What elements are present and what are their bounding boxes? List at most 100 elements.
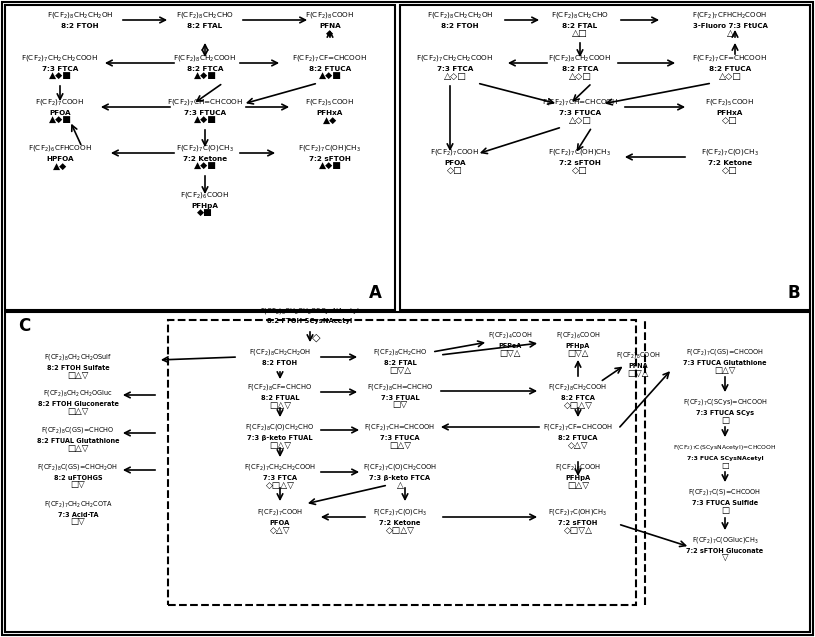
Text: □: □ — [721, 461, 729, 470]
Text: 7:3 FTCA: 7:3 FTCA — [437, 66, 474, 72]
Text: ◇□: ◇□ — [722, 116, 738, 125]
Text: ◇: ◇ — [312, 333, 320, 343]
Text: PFHpA: PFHpA — [192, 203, 218, 209]
Text: F(CF$_2$)$_8$CH$_2$COOH: F(CF$_2$)$_8$CH$_2$COOH — [174, 53, 236, 63]
Text: 8:2 FTUAL: 8:2 FTUAL — [261, 395, 299, 401]
Text: △◇□: △◇□ — [443, 72, 466, 81]
Text: ◇□△▽: ◇□△▽ — [385, 526, 415, 535]
Text: F(CF$_2$)$_8$C(GS)=CHCHO: F(CF$_2$)$_8$C(GS)=CHCHO — [42, 425, 115, 435]
Text: F(CF$_2$)$_7$CH=CHCOOH: F(CF$_2$)$_7$CH=CHCOOH — [542, 97, 619, 107]
Text: 8:2 FTAL: 8:2 FTAL — [187, 23, 222, 29]
Text: F(CF$_2$)$_7$C(SCysNAcetyl)=CHCOOH: F(CF$_2$)$_7$C(SCysNAcetyl)=CHCOOH — [673, 443, 777, 452]
Text: △□: △□ — [572, 29, 588, 38]
Text: F(CF$_2$)$_8$CF=CHCHO: F(CF$_2$)$_8$CF=CHCHO — [248, 382, 312, 392]
Text: ▽: ▽ — [722, 554, 729, 563]
Text: F(CF$_2$)$_4$COOH: F(CF$_2$)$_4$COOH — [488, 330, 532, 340]
Text: PFHpA: PFHpA — [566, 343, 590, 349]
Text: □▽△: □▽△ — [567, 349, 588, 358]
Text: □▽: □▽ — [71, 481, 86, 490]
Text: □△▽: □△▽ — [68, 444, 89, 453]
Text: 8:2 FTAL: 8:2 FTAL — [562, 23, 597, 29]
Text: ◇△▽: ◇△▽ — [568, 441, 588, 450]
Text: △: △ — [726, 29, 734, 38]
Text: ▲◆■: ▲◆■ — [193, 72, 217, 81]
Text: F(CF$_2$)$_7$C(OH)CH$_3$: F(CF$_2$)$_7$C(OH)CH$_3$ — [548, 507, 607, 517]
Text: □△▽: □△▽ — [567, 481, 589, 490]
Text: F(CF$_2$)$_7$C(O)CH$_3$: F(CF$_2$)$_7$C(O)CH$_3$ — [373, 507, 427, 517]
Text: F(CF$_2$)$_7$C(OH)CH$_3$: F(CF$_2$)$_7$C(OH)CH$_3$ — [298, 143, 362, 153]
Text: F(CF$_2$)$_7$CH=CHCOOH: F(CF$_2$)$_7$CH=CHCOOH — [364, 422, 436, 432]
Text: 8:2 FTOH: 8:2 FTOH — [61, 23, 99, 29]
Text: F(CF$_2$)$_6$COOH: F(CF$_2$)$_6$COOH — [556, 330, 600, 340]
Text: F(CF$_2$)$_8$CH$_2$CH$_2$OH: F(CF$_2$)$_8$CH$_2$CH$_2$OH — [427, 10, 493, 20]
Text: 7:2 sFTOH: 7:2 sFTOH — [558, 520, 597, 526]
Text: △◇□: △◇□ — [569, 116, 592, 125]
Text: ▲◆■: ▲◆■ — [319, 72, 341, 81]
Text: 8:2 FTOH SCysNAcetyl: 8:2 FTOH SCysNAcetyl — [267, 318, 353, 324]
Text: F(CF$_2$)$_7$C(O)CH$_3$: F(CF$_2$)$_7$C(O)CH$_3$ — [701, 147, 759, 157]
Text: F(CF$_2$)$_8$CH$_2$CH$_2$OGluc: F(CF$_2$)$_8$CH$_2$CH$_2$OGluc — [43, 388, 113, 398]
Text: F(CF$_2$)$_6$COOH: F(CF$_2$)$_6$COOH — [555, 462, 601, 472]
Text: ▲◆■: ▲◆■ — [193, 116, 217, 125]
Text: □▽△: □▽△ — [500, 349, 521, 358]
Text: 7:3 β-keto FTCA: 7:3 β-keto FTCA — [369, 475, 430, 481]
Text: F(CF$_2$)$_8$COOH: F(CF$_2$)$_8$COOH — [306, 10, 355, 20]
Text: F(CF$_2$)$_8$CH$_2$CH$_2$OSulf: F(CF$_2$)$_8$CH$_2$CH$_2$OSulf — [44, 352, 112, 362]
Text: F(CF$_2$)$_7$C(OGluc)CH$_3$: F(CF$_2$)$_7$C(OGluc)CH$_3$ — [692, 535, 758, 545]
Text: 8:2 FTOH Sulfate: 8:2 FTOH Sulfate — [46, 365, 109, 371]
Text: □△▽: □△▽ — [714, 366, 736, 375]
Text: 7:3 FTCA: 7:3 FTCA — [42, 66, 78, 72]
Text: 8:2 FTOH: 8:2 FTOH — [441, 23, 479, 29]
Text: F(CF$_2$)$_7$CH$_2$CH$_2$COTA: F(CF$_2$)$_7$CH$_2$CH$_2$COTA — [44, 499, 112, 509]
Text: ▲◆■: ▲◆■ — [193, 162, 217, 171]
Text: ▲◆■: ▲◆■ — [49, 72, 72, 81]
Text: F(CF$_2$)$_8$CH$_2$CHO: F(CF$_2$)$_8$CH$_2$CHO — [551, 10, 609, 20]
Text: 8:2 FTUCA: 8:2 FTUCA — [558, 435, 597, 441]
Text: F(CF$_2$)$_6$CFHCOOH: F(CF$_2$)$_6$CFHCOOH — [28, 143, 92, 153]
Text: F(CF$_2$)$_8$CH$_2$CHO: F(CF$_2$)$_8$CH$_2$CHO — [373, 347, 427, 357]
Text: □▽△: □▽△ — [628, 369, 649, 378]
Text: ▲◆: ▲◆ — [53, 162, 67, 171]
Text: ◇□: ◇□ — [572, 166, 588, 175]
Text: 7:3 FTUCA: 7:3 FTUCA — [559, 110, 601, 116]
Text: □△▽: □△▽ — [269, 441, 291, 450]
Text: F(CF$_2$)$_8$CH$_2$COOH: F(CF$_2$)$_8$CH$_2$COOH — [548, 53, 611, 63]
Text: 7:3 FTCA: 7:3 FTCA — [263, 475, 297, 481]
Text: F(CF$_2$)$_7$C(S)=CHCOOH: F(CF$_2$)$_7$C(S)=CHCOOH — [689, 487, 761, 497]
Text: 7:3 FTUCA Glutathione: 7:3 FTUCA Glutathione — [683, 360, 767, 366]
Text: □▽△: □▽△ — [389, 366, 411, 375]
Text: 7:3 FTUCA: 7:3 FTUCA — [380, 435, 420, 441]
Text: F(CF$_2$)$_7$C(SCys)=CHCOOH: F(CF$_2$)$_7$C(SCys)=CHCOOH — [683, 397, 768, 407]
Text: 7:3 FTUCA Sulfide: 7:3 FTUCA Sulfide — [692, 500, 758, 506]
Text: F(CF$_2$)$_7$CH=CHCOOH: F(CF$_2$)$_7$CH=CHCOOH — [167, 97, 243, 107]
Text: △◇□: △◇□ — [719, 72, 742, 81]
Text: PFHxA: PFHxA — [717, 110, 743, 116]
Text: □▽: □▽ — [392, 401, 408, 410]
Text: 8:2 FTCA: 8:2 FTCA — [562, 66, 598, 72]
Text: ▲◆■: ▲◆■ — [49, 116, 72, 125]
Text: PFHpA: PFHpA — [566, 475, 591, 481]
Text: 7:3 β-keto FTUAL: 7:3 β-keto FTUAL — [247, 435, 313, 441]
Text: F(CF$_2$)$_7$C(O)CH$_2$COOH: F(CF$_2$)$_7$C(O)CH$_2$COOH — [363, 462, 437, 472]
Text: 8:2 FTCA: 8:2 FTCA — [187, 66, 223, 72]
Text: 7:2 sFTOH Gluconate: 7:2 sFTOH Gluconate — [686, 548, 764, 554]
Text: F(CF$_2$)$_7$CF=CHCOOH: F(CF$_2$)$_7$CF=CHCOOH — [543, 422, 613, 432]
Text: PFOA: PFOA — [444, 160, 466, 166]
Text: ◇□: ◇□ — [447, 166, 463, 175]
Text: F(CF$_2$)$_7$CF=CHCOOH: F(CF$_2$)$_7$CF=CHCOOH — [293, 53, 368, 63]
Text: □: □ — [721, 416, 729, 425]
Text: ▲◆■: ▲◆■ — [319, 162, 341, 171]
Text: 8:2 FTUCA: 8:2 FTUCA — [709, 66, 751, 72]
Text: F(CF$_2$)$_6$COOH: F(CF$_2$)$_6$COOH — [180, 190, 230, 200]
Text: 3-Fluoro 7:3 FtUCA: 3-Fluoro 7:3 FtUCA — [693, 23, 768, 29]
Text: F(CF$_2$)$_7$CH$_2$CH$_2$COOH: F(CF$_2$)$_7$CH$_2$CH$_2$COOH — [21, 53, 99, 63]
Text: F(CF$_2$)$_8$CH=CHCHO: F(CF$_2$)$_8$CH=CHCHO — [367, 382, 433, 392]
Text: 7:2 sFTOH: 7:2 sFTOH — [559, 160, 601, 166]
Text: F(CF$_2$)$_8$COOH: F(CF$_2$)$_8$COOH — [616, 350, 660, 360]
Text: △◇□: △◇□ — [569, 72, 592, 81]
Bar — [5, 312, 810, 632]
Text: 8:2 FTOH Gluconerate: 8:2 FTOH Gluconerate — [37, 401, 118, 407]
Text: F(CF$_2$)$_8$C(O)CH$_2$CHO: F(CF$_2$)$_8$C(O)CH$_2$CHO — [245, 422, 315, 432]
Bar — [168, 320, 636, 605]
Text: 7:3 Acid-TA: 7:3 Acid-TA — [58, 512, 99, 518]
